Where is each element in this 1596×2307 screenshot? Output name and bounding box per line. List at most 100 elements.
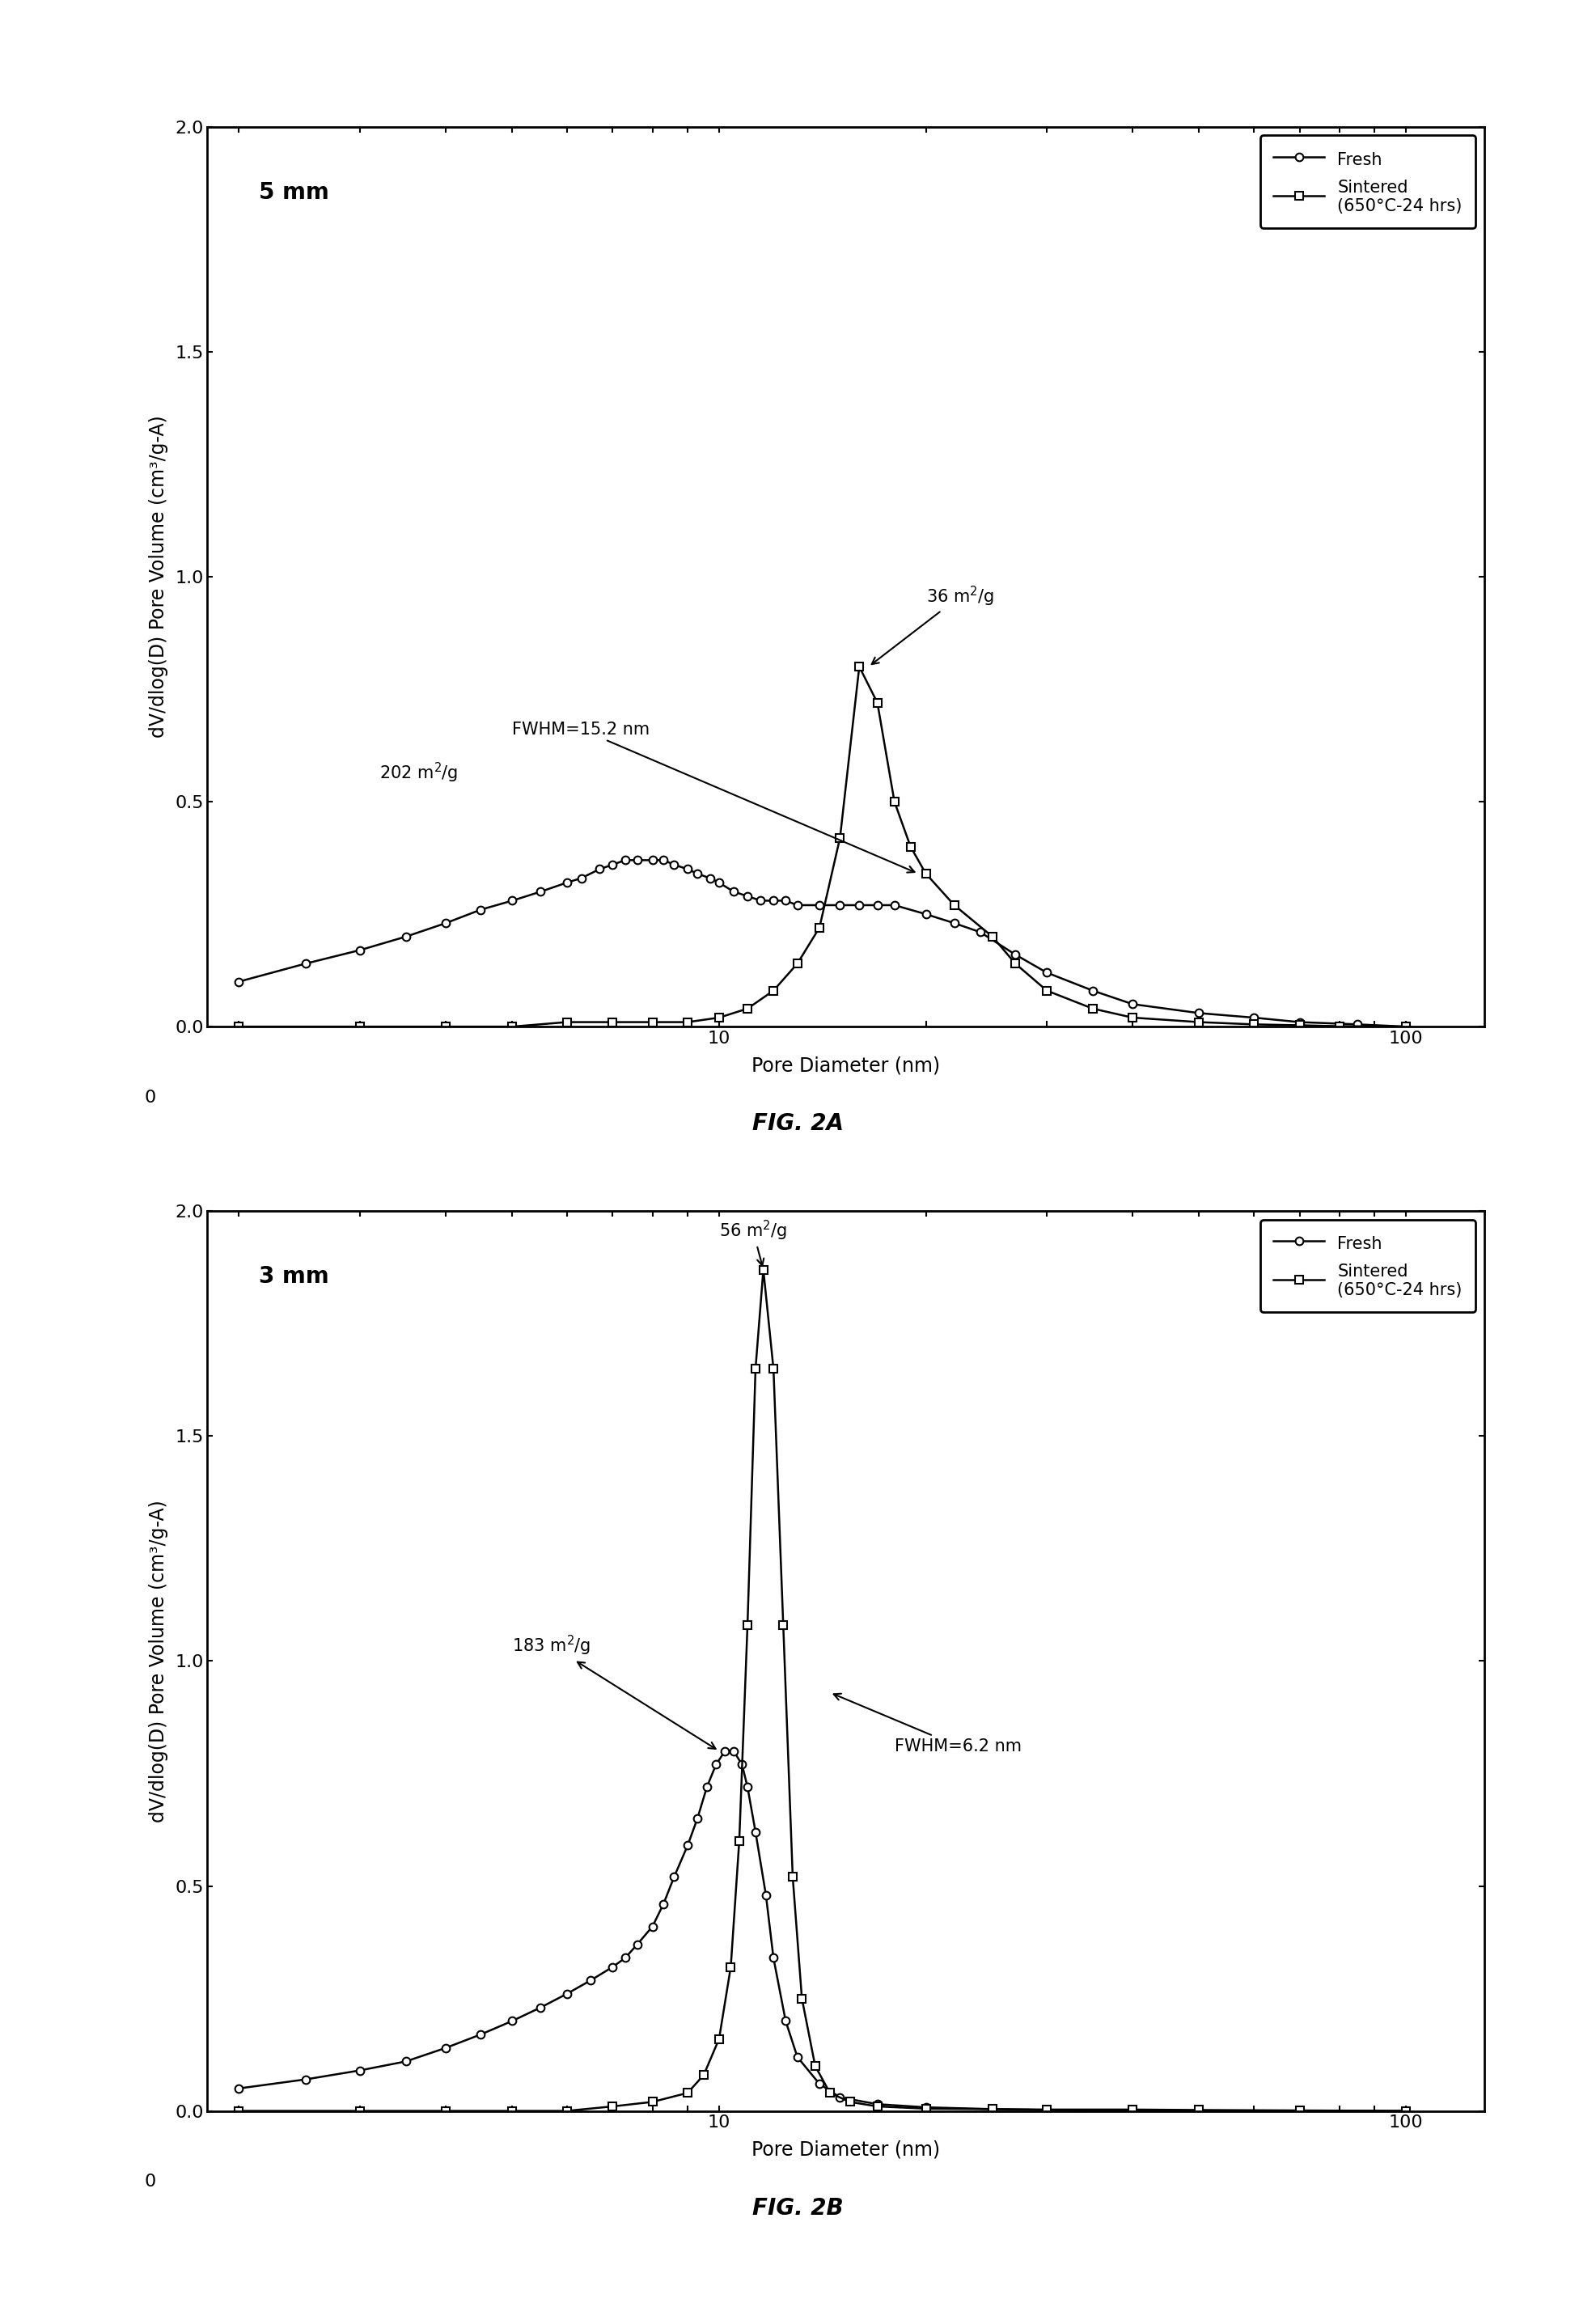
Fresh: [627, 1931, 646, 1959]
Fresh: [809, 891, 828, 918]
Text: 202 m$^2$/g: 202 m$^2$/g: [380, 761, 458, 784]
Fresh: [688, 1804, 707, 1832]
Sintered
(650°C-24 hrs): [710, 1004, 729, 1031]
Fresh: [471, 895, 490, 923]
Fresh: [697, 1774, 717, 1802]
Fresh: [916, 2092, 935, 2120]
Sintered
(650°C-24 hrs): [916, 2095, 935, 2122]
Sintered
(650°C-24 hrs): [983, 2095, 1002, 2122]
Fresh: [701, 865, 720, 893]
Sintered
(650°C-24 hrs): [774, 1610, 793, 1638]
Sintered
(650°C-24 hrs): [1189, 1008, 1208, 1036]
Sintered
(650°C-24 hrs): [1243, 1010, 1262, 1038]
Sintered
(650°C-24 hrs): [809, 914, 828, 941]
Sintered
(650°C-24 hrs): [820, 2079, 839, 2106]
Fresh: [776, 2007, 795, 2035]
Fresh: [654, 847, 674, 874]
Sintered
(650°C-24 hrs): [603, 2092, 622, 2120]
Fresh: [733, 1751, 752, 1779]
Text: 0: 0: [144, 1089, 156, 1105]
Fresh: [1189, 999, 1208, 1027]
Sintered
(650°C-24 hrs): [350, 1013, 369, 1040]
Sintered
(650°C-24 hrs): [784, 1864, 803, 1892]
Fresh: [654, 1889, 674, 1917]
Sintered
(650°C-24 hrs): [678, 2079, 697, 2106]
Sintered
(650°C-24 hrs): [830, 824, 849, 851]
Sintered
(650°C-24 hrs): [1189, 2097, 1208, 2125]
Text: FWHM=6.2 nm: FWHM=6.2 nm: [833, 1693, 1021, 1753]
Legend: Fresh, Sintered
(650°C-24 hrs): Fresh, Sintered (650°C-24 hrs): [1259, 1220, 1476, 1313]
Text: 36 m$^2$/g: 36 m$^2$/g: [871, 584, 994, 664]
Fresh: [643, 847, 662, 874]
Fresh: [230, 2074, 249, 2102]
Text: 0: 0: [144, 2173, 156, 2189]
Sintered
(650°C-24 hrs): [1290, 1010, 1309, 1038]
Fresh: [1037, 960, 1057, 987]
Sintered
(650°C-24 hrs): [678, 1008, 697, 1036]
Fresh: [1189, 2097, 1208, 2125]
Fresh: [571, 865, 591, 893]
Sintered
(650°C-24 hrs): [868, 2092, 887, 2120]
Line: Fresh: Fresh: [235, 1746, 1409, 2116]
Fresh: [1005, 941, 1025, 969]
Legend: Fresh, Sintered
(650°C-24 hrs): Fresh, Sintered (650°C-24 hrs): [1259, 136, 1476, 228]
Fresh: [1290, 1008, 1309, 1036]
Fresh: [983, 2095, 1002, 2122]
Sintered
(650°C-24 hrs): [839, 2088, 859, 2116]
Line: Sintered
(650°C-24 hrs): Sintered (650°C-24 hrs): [235, 1267, 1409, 2116]
Fresh: [531, 877, 551, 904]
Text: FIG. 2B: FIG. 2B: [752, 2196, 844, 2219]
Sintered
(650°C-24 hrs): [1124, 1004, 1143, 1031]
Fresh: [776, 886, 795, 914]
Sintered
(650°C-24 hrs): [729, 1827, 749, 1855]
Fresh: [688, 861, 707, 888]
Sintered
(650°C-24 hrs): [503, 1013, 522, 1040]
Fresh: [788, 2044, 808, 2072]
Fresh: [752, 886, 771, 914]
Sintered
(650°C-24 hrs): [230, 1013, 249, 1040]
Fresh: [1124, 2097, 1143, 2125]
Sintered
(650°C-24 hrs): [945, 891, 964, 918]
Fresh: [830, 891, 849, 918]
Sintered
(650°C-24 hrs): [902, 833, 921, 861]
Sintered
(650°C-24 hrs): [884, 787, 903, 814]
Fresh: [350, 2056, 369, 2083]
Sintered
(650°C-24 hrs): [764, 1354, 784, 1382]
Sintered
(650°C-24 hrs): [1037, 976, 1057, 1004]
Sintered
(650°C-24 hrs): [603, 1008, 622, 1036]
Sintered
(650°C-24 hrs): [849, 653, 868, 681]
Fresh: [396, 2049, 415, 2076]
Sintered
(650°C-24 hrs): [710, 2026, 729, 2053]
Fresh: [1290, 2097, 1309, 2125]
Sintered
(650°C-24 hrs): [557, 2097, 576, 2125]
Fresh: [591, 856, 610, 884]
Sintered
(650°C-24 hrs): [643, 1008, 662, 1036]
Fresh: [737, 881, 757, 909]
Fresh: [295, 2065, 314, 2092]
Fresh: [396, 923, 415, 950]
Fresh: [678, 1832, 697, 1859]
Sintered
(650°C-24 hrs): [1005, 950, 1025, 978]
Fresh: [471, 2021, 490, 2049]
Text: 3 mm: 3 mm: [259, 1264, 329, 1287]
Fresh: [715, 1737, 734, 1765]
Fresh: [603, 851, 622, 879]
Fresh: [531, 1993, 551, 2021]
Sintered
(650°C-24 hrs): [737, 1610, 757, 1638]
Sintered
(650°C-24 hrs): [983, 923, 1002, 950]
Fresh: [707, 1751, 726, 1779]
Sintered
(650°C-24 hrs): [753, 1255, 772, 1283]
Sintered
(650°C-24 hrs): [788, 950, 808, 978]
Fresh: [664, 851, 683, 879]
Fresh: [1243, 1004, 1262, 1031]
Text: FWHM=15.2 nm: FWHM=15.2 nm: [512, 722, 915, 872]
Fresh: [757, 1880, 776, 1908]
Sintered
(650°C-24 hrs): [436, 1013, 455, 1040]
Fresh: [230, 969, 249, 997]
Sintered
(650°C-24 hrs): [436, 2097, 455, 2125]
Sintered
(650°C-24 hrs): [737, 994, 757, 1022]
Text: 56 m$^2$/g: 56 m$^2$/g: [720, 1218, 787, 1267]
Fresh: [725, 1737, 744, 1765]
Fresh: [616, 1945, 635, 1972]
Fresh: [868, 2090, 887, 2118]
